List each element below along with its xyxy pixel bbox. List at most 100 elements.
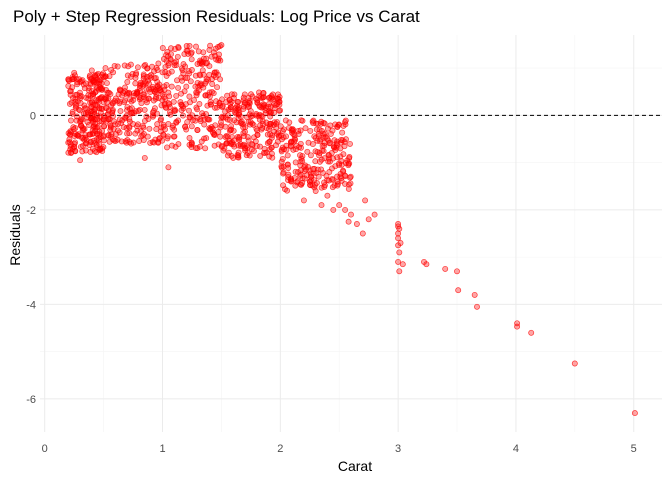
data-point bbox=[231, 143, 238, 150]
data-point bbox=[74, 79, 81, 86]
data-point bbox=[314, 121, 321, 127]
data-point bbox=[310, 166, 317, 172]
data-point bbox=[214, 104, 220, 111]
data-point bbox=[205, 116, 212, 123]
data-point bbox=[68, 117, 74, 124]
data-point bbox=[164, 49, 171, 55]
data-point bbox=[174, 53, 181, 60]
data-point bbox=[219, 96, 225, 103]
data-point bbox=[193, 43, 199, 50]
data-point bbox=[235, 152, 242, 159]
data-point bbox=[124, 79, 131, 85]
x-axis-title: Carat bbox=[338, 458, 372, 474]
data-point bbox=[334, 123, 341, 130]
data-point bbox=[312, 188, 319, 194]
data-point bbox=[318, 202, 325, 209]
data-point bbox=[327, 130, 334, 137]
data-point bbox=[227, 127, 234, 133]
data-point bbox=[297, 162, 304, 169]
data-point bbox=[182, 124, 189, 130]
data-point bbox=[200, 71, 207, 78]
data-point bbox=[248, 146, 255, 153]
data-point bbox=[314, 166, 321, 173]
data-point bbox=[399, 261, 406, 268]
data-point bbox=[268, 144, 275, 151]
data-point bbox=[340, 122, 347, 129]
data-point bbox=[192, 83, 199, 90]
data-point bbox=[72, 148, 79, 155]
data-point bbox=[111, 98, 118, 105]
data-point bbox=[324, 192, 331, 199]
data-point bbox=[329, 184, 336, 191]
data-point bbox=[160, 121, 167, 128]
data-point bbox=[307, 127, 314, 134]
data-point bbox=[269, 91, 276, 98]
data-point bbox=[301, 175, 308, 182]
y-tick-label: -6 bbox=[26, 394, 36, 406]
data-point bbox=[140, 81, 146, 88]
data-point bbox=[194, 61, 201, 67]
data-point bbox=[217, 57, 224, 64]
data-point bbox=[317, 136, 324, 143]
data-point bbox=[82, 80, 89, 87]
data-point bbox=[334, 173, 341, 180]
data-point bbox=[243, 152, 250, 159]
y-tick-label: -4 bbox=[26, 299, 36, 311]
data-point bbox=[164, 144, 170, 151]
data-point bbox=[200, 49, 207, 56]
data-point bbox=[316, 158, 323, 165]
data-point bbox=[264, 131, 271, 138]
data-point bbox=[423, 261, 430, 268]
data-point bbox=[117, 108, 124, 115]
x-tick-label: 2 bbox=[277, 443, 283, 455]
data-point bbox=[299, 153, 306, 160]
data-point bbox=[105, 95, 112, 102]
data-point bbox=[207, 42, 214, 49]
data-point bbox=[77, 157, 84, 164]
data-point bbox=[202, 145, 209, 152]
data-point bbox=[200, 112, 207, 119]
data-point bbox=[279, 128, 286, 135]
data-point bbox=[281, 146, 287, 153]
data-point bbox=[125, 63, 132, 70]
data-point bbox=[79, 148, 86, 155]
data-point bbox=[140, 124, 147, 131]
data-point bbox=[108, 67, 115, 73]
x-tick-label: 4 bbox=[513, 443, 519, 455]
data-point bbox=[65, 149, 72, 156]
data-point bbox=[290, 126, 297, 133]
data-point bbox=[455, 287, 462, 294]
data-point bbox=[346, 155, 353, 162]
data-point bbox=[337, 145, 344, 152]
data-point bbox=[82, 140, 89, 147]
data-point bbox=[267, 103, 274, 110]
data-point bbox=[514, 323, 521, 330]
data-point bbox=[114, 136, 121, 143]
data-point bbox=[244, 134, 251, 140]
data-point bbox=[209, 81, 216, 87]
data-point bbox=[120, 124, 127, 131]
data-point bbox=[338, 139, 345, 146]
data-point bbox=[140, 91, 147, 98]
data-point bbox=[160, 123, 167, 130]
data-point bbox=[225, 112, 232, 119]
data-point bbox=[395, 235, 402, 242]
data-point bbox=[88, 67, 95, 74]
data-point bbox=[109, 109, 116, 116]
data-point bbox=[152, 136, 159, 143]
data-point bbox=[295, 127, 302, 134]
data-point bbox=[71, 140, 78, 147]
data-point bbox=[217, 133, 224, 140]
data-point bbox=[240, 94, 247, 101]
data-point bbox=[267, 120, 274, 127]
data-point bbox=[262, 110, 269, 117]
data-point bbox=[305, 139, 312, 146]
data-point bbox=[274, 101, 281, 107]
data-point bbox=[138, 100, 145, 107]
data-point bbox=[332, 121, 339, 128]
data-point bbox=[343, 136, 349, 143]
data-point bbox=[104, 111, 111, 118]
data-point bbox=[163, 104, 170, 111]
data-point bbox=[315, 173, 322, 180]
data-point bbox=[258, 126, 265, 133]
